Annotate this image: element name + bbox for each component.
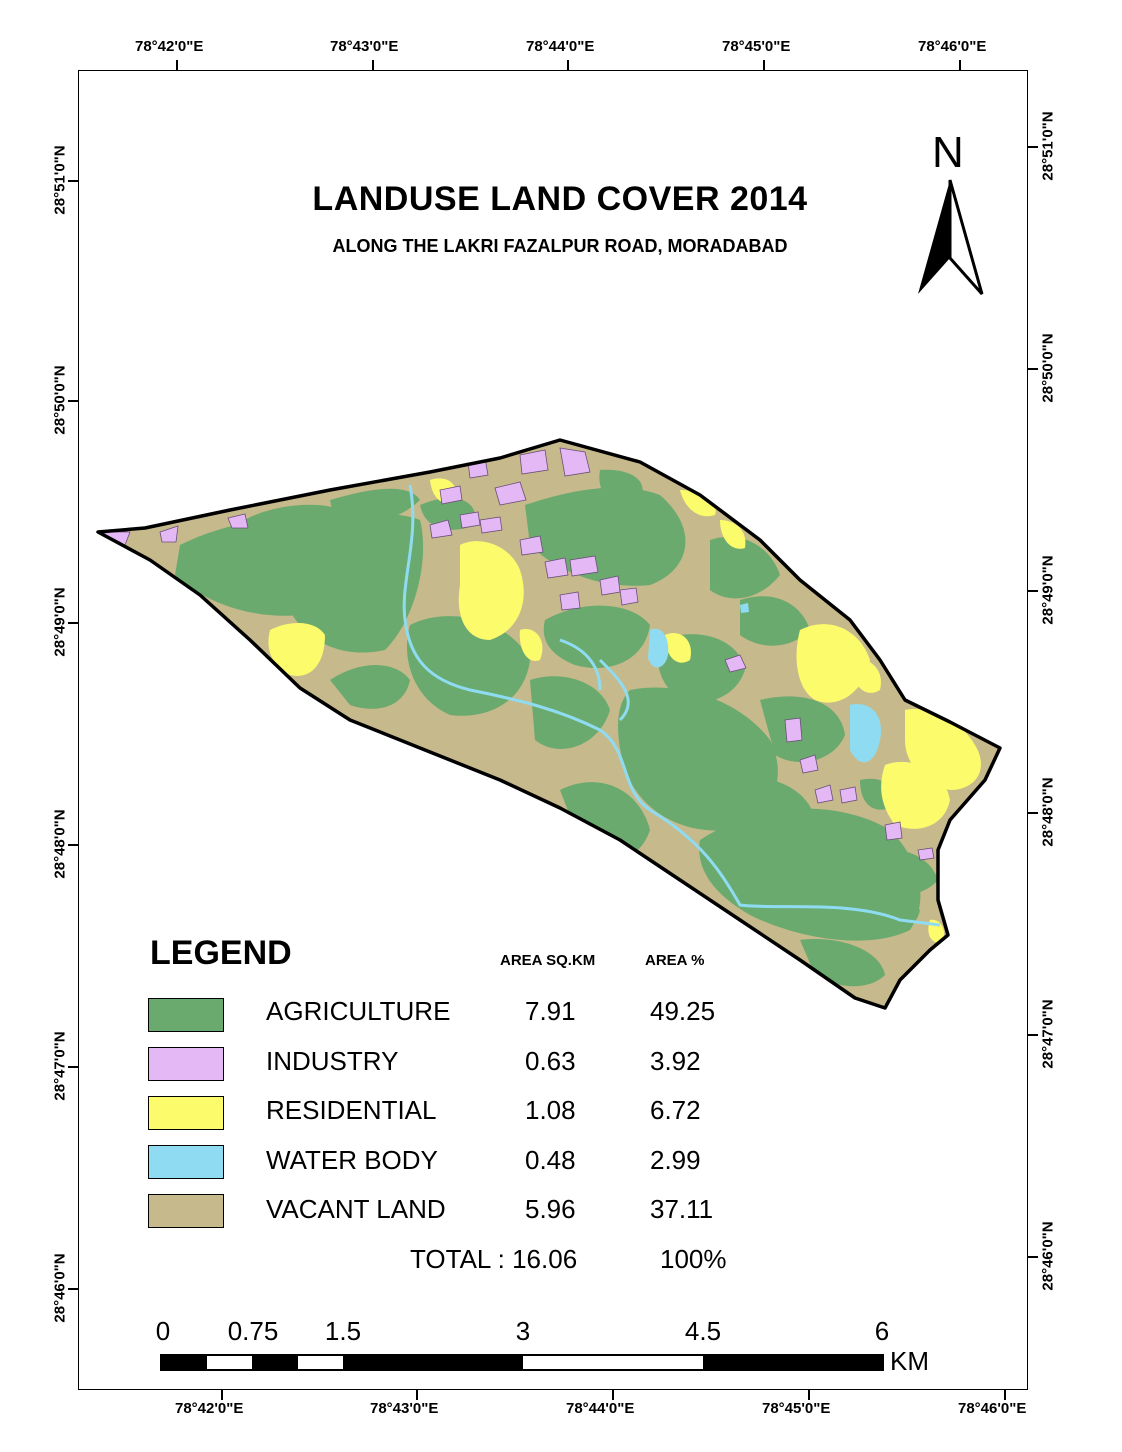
residential-areas [268, 478, 981, 943]
north-arrow: N [910, 128, 990, 298]
scale-bar [160, 1354, 884, 1371]
legend-pct-residential: 6.72 [650, 1095, 701, 1125]
swatch-industry [148, 1047, 224, 1081]
legend-pct-vacant-land: 37.11 [650, 1194, 714, 1224]
legend-area-agriculture: 7.91 [525, 996, 576, 1026]
north-arrow-icon [918, 179, 984, 295]
legend-name-agriculture: AGRICULTURE [266, 996, 451, 1026]
legend-total-label: TOTAL : 16.06 [410, 1244, 578, 1274]
legend-area-industry: 0.63 [525, 1046, 576, 1076]
scale-label-4-5: 4.5 [684, 1316, 722, 1346]
water-body-areas [648, 603, 881, 763]
legend-name-industry: INDUSTRY [266, 1046, 399, 1076]
scale-label-1-5: 1.5 [324, 1316, 362, 1346]
lon-label-bottom-3: 78°44'0"E [566, 1400, 635, 1417]
swatch-residential [148, 1096, 224, 1130]
lon-label-top-5: 78°46'0"E [918, 38, 987, 55]
legend-col-area: AREA SQ.KM [500, 952, 596, 969]
lon-label-top-1: 78°42'0"E [135, 38, 204, 55]
study-area-boundary [96, 438, 1002, 1010]
lon-label-top-2: 78°43'0"E [330, 38, 399, 55]
industry-areas [98, 447, 935, 861]
lon-label-top-3: 78°44'0"E [526, 38, 595, 55]
scale-unit: KM [890, 1346, 929, 1376]
north-label: N [932, 128, 964, 177]
scale-label-0-75: 0.75 [227, 1316, 279, 1346]
lon-label-bottom-4: 78°45'0"E [762, 1400, 831, 1417]
lon-label-bottom-5: 78°46'0"E [958, 1400, 1027, 1417]
lon-label-bottom-1: 78°42'0"E [175, 1400, 244, 1417]
swatch-water-body [148, 1145, 224, 1179]
legend-col-pct: AREA % [645, 952, 705, 969]
legend-name-residential: RESIDENTIAL [266, 1095, 437, 1125]
legend-area-vacant-land: 5.96 [525, 1194, 576, 1224]
legend-area-residential: 1.08 [525, 1095, 576, 1125]
legend-name-water-body: WATER BODY [266, 1145, 438, 1175]
scale-label-3: 3 [515, 1316, 531, 1346]
swatch-agriculture [148, 998, 224, 1032]
swatch-vacant-land [148, 1194, 224, 1228]
legend-total-pct: 100% [660, 1244, 727, 1274]
legend-pct-agriculture: 49.25 [650, 996, 716, 1026]
legend-title: LEGEND [150, 934, 292, 972]
lon-label-bottom-2: 78°43'0"E [370, 1400, 439, 1417]
legend-pct-industry: 3.92 [650, 1046, 701, 1076]
agriculture-areas [175, 469, 938, 987]
river-channel [402, 484, 941, 927]
scale-label-6: 6 [874, 1316, 890, 1346]
legend-name-vacant-land: VACANT LAND [266, 1194, 446, 1224]
scale-label-0: 0 [155, 1316, 171, 1346]
legend-pct-water-body: 2.99 [650, 1145, 701, 1175]
map-frame [78, 70, 1028, 1390]
map-title: LANDUSE LAND COVER 2014 [312, 180, 808, 218]
map-subtitle: ALONG THE LAKRI FAZALPUR ROAD, MORADABAD [332, 236, 788, 256]
lon-label-top-4: 78°45'0"E [722, 38, 791, 55]
legend-area-water-body: 0.48 [525, 1145, 576, 1175]
